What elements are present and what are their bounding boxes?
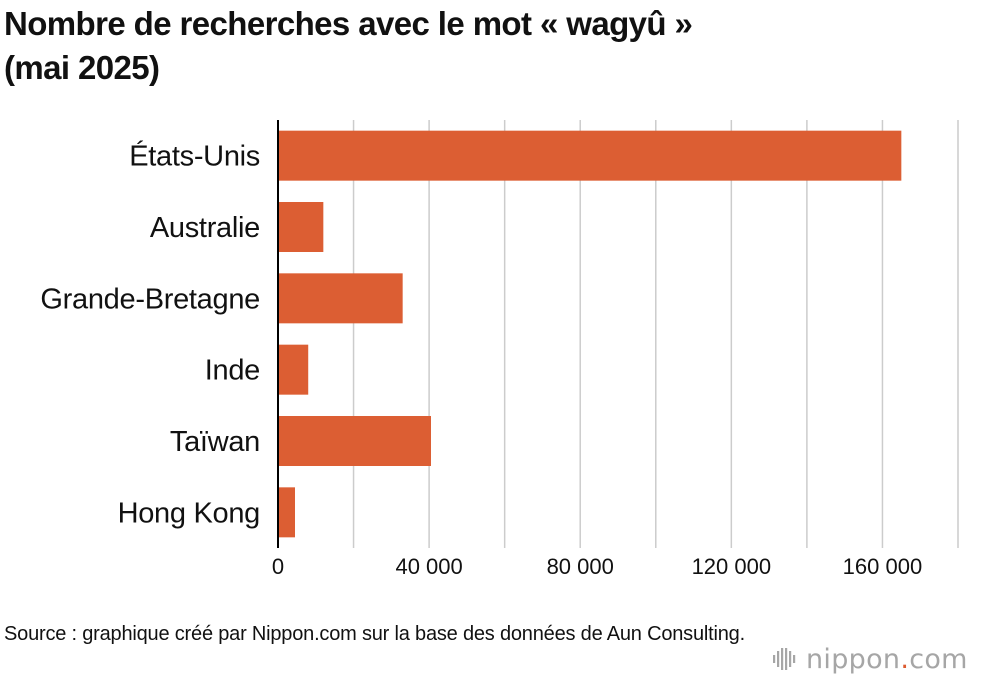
bar-0 [278, 130, 902, 181]
x-tick-label: 40 000 [395, 554, 462, 579]
logo-wordmark: nippon.com [806, 644, 968, 675]
logo-name-part-1: nippon [806, 643, 901, 675]
category-label: Hong Kong [118, 497, 260, 529]
logo-name-part-2: com [909, 643, 968, 675]
bar-5 [278, 487, 295, 538]
bar-2 [278, 273, 403, 324]
label-layer: États-Unis Australie Grande-Bretagne Inde Ta… [40, 140, 922, 579]
chart-title-line-1: Nombre de recherches avec le mot « wagyû… [4, 5, 693, 42]
category-label: Australie [150, 212, 260, 244]
logo-dot: . [900, 643, 910, 675]
bar-4 [278, 416, 431, 466]
category-label: États-Unis [129, 140, 260, 173]
bar-layer [278, 130, 902, 538]
sound-wave-icon [773, 648, 796, 670]
source-note: Source : graphique créé par Nippon.com s… [4, 623, 745, 645]
x-tick-label: 160 000 [843, 554, 923, 579]
x-tick-label: 0 [272, 554, 284, 579]
nippon-logo: nippon.com [772, 642, 968, 676]
category-label: Inde [205, 355, 260, 387]
bar-3 [278, 344, 309, 395]
chart-title-line-2: (mai 2025) [4, 49, 160, 86]
chart-title: Nombre de recherches avec le mot « wagyû… [4, 2, 984, 90]
category-label: Taïwan [170, 426, 260, 458]
grid-layer [352, 120, 959, 548]
x-tick-label: 80 000 [547, 554, 614, 579]
category-label: Grande-Bretagne [40, 283, 260, 315]
x-tick-label: 120 000 [692, 554, 772, 579]
bar-1 [278, 202, 324, 252]
